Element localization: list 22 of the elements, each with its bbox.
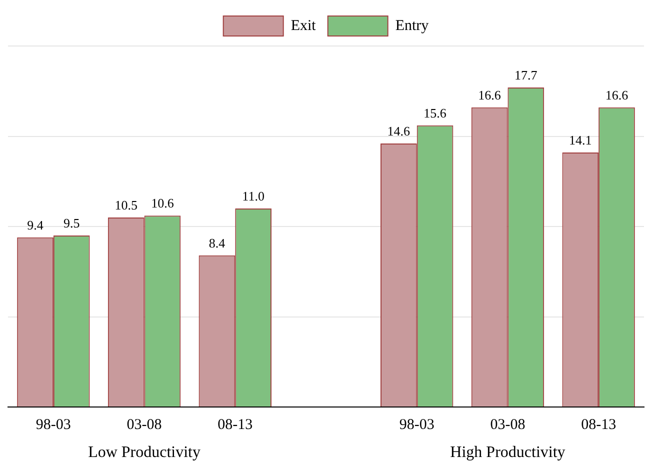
data-label: 8.4 [208, 235, 226, 250]
data-label: 9.4 [27, 217, 44, 232]
x-tick-label: 08-13 [581, 416, 616, 433]
data-label: 10.6 [151, 196, 174, 211]
data-label: 9.5 [63, 215, 80, 230]
x-tick-label: 98-03 [36, 416, 71, 433]
legend-label: Exit [290, 18, 317, 34]
x-tick-label: 08-13 [218, 416, 253, 433]
x-tick-label: 03-08 [490, 416, 526, 433]
data-label: 14.1 [569, 132, 592, 148]
data-label: 16.6 [605, 87, 629, 102]
data-label: 15.6 [424, 105, 447, 120]
data-label: 11.0 [242, 188, 264, 204]
data-label: 10.5 [114, 197, 138, 212]
legend-label: Entry [395, 18, 430, 34]
data-label: 14.6 [387, 123, 411, 138]
x-tick-label: 03-08 [126, 416, 162, 433]
x-tick-label: 98-03 [399, 416, 434, 433]
data-label: 16.6 [478, 87, 502, 102]
text: Low Productivity [88, 444, 201, 462]
data-label: 17.7 [514, 67, 538, 82]
text: High Productivity [450, 444, 566, 462]
